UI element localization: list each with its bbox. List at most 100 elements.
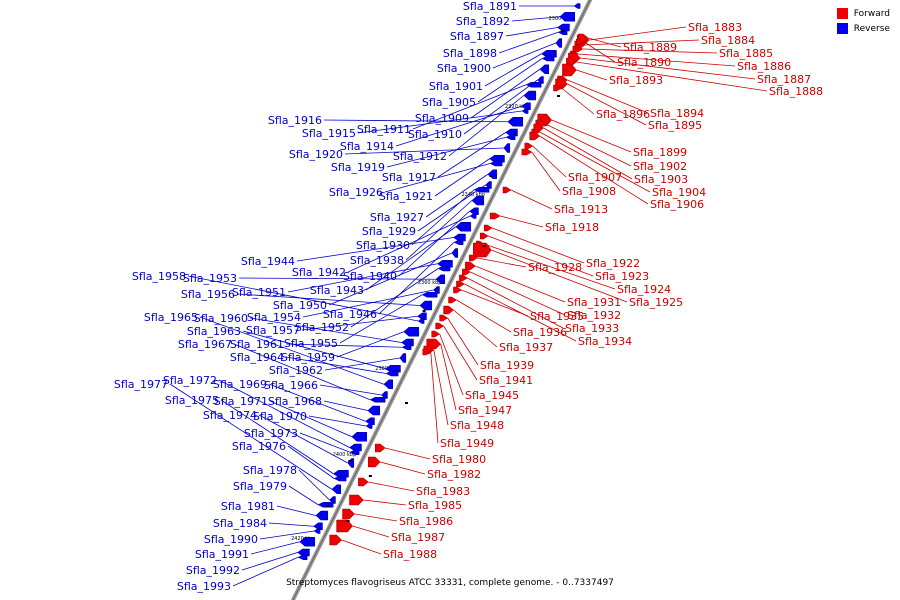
kbp-tick-label: 2300 kbp <box>549 16 573 22</box>
reverse-leader-line <box>384 163 491 193</box>
reverse-leader-line <box>299 432 351 453</box>
forward-gene-label: Sfla_1886 <box>737 60 791 73</box>
forward-leader-line <box>470 271 566 316</box>
reverse-gene-arrow <box>331 484 342 494</box>
forward-leader-line <box>580 57 756 80</box>
reverse-gene-label: Sfla_1920 <box>289 148 343 161</box>
minor-feature-mark <box>561 30 565 32</box>
reverse-gene-arrow <box>299 537 316 547</box>
reverse-leader-line <box>323 400 368 411</box>
reverse-gene-label: Sfla_1965 <box>144 311 198 324</box>
forward-gene-arrow <box>473 242 492 258</box>
reverse-leader-line <box>425 173 489 218</box>
reverse-gene-label: Sfla_1957 <box>246 324 300 337</box>
forward-gene-label: Sfla_1884 <box>701 34 755 47</box>
forward-leader-line <box>456 299 512 333</box>
reverse-gene-label: Sfla_1968 <box>268 395 322 408</box>
forward-gene-label: Sfla_1918 <box>545 221 599 234</box>
reverse-gene-label: Sfla_1944 <box>241 255 295 268</box>
reverse-leader-line <box>233 343 371 401</box>
reverse-gene-label: Sfla_1898 <box>443 47 497 60</box>
minor-feature-mark <box>422 310 426 312</box>
reverse-gene-label: Sfla_1930 <box>356 239 410 252</box>
reverse-leader-line <box>386 136 507 168</box>
reverse-gene-label: Sfla_1927 <box>370 211 424 224</box>
reverse-gene-label: Sfla_1953 <box>183 272 237 285</box>
reverse-gene-label: Sfla_1938 <box>350 254 404 267</box>
reverse-swatch <box>836 23 848 34</box>
reverse-leader-line <box>258 414 348 464</box>
reverse-gene-label: Sfla_1959 <box>281 351 335 364</box>
reverse-gene-arrow <box>559 12 576 22</box>
reverse-gene-label: Sfla_1962 <box>269 364 323 377</box>
reverse-leader-line <box>276 505 316 516</box>
forward-leader-line <box>464 283 577 342</box>
reverse-gene-label: Sfla_1954 <box>247 311 301 324</box>
reverse-gene-label: Sfla_1929 <box>362 225 416 238</box>
reverse-gene-arrow <box>347 458 355 468</box>
reverse-gene-arrow <box>455 222 472 232</box>
reverse-leader-line <box>288 485 319 506</box>
forward-gene-label: Sfla_1903 <box>634 173 688 186</box>
reverse-gene-label: Sfla_1914 <box>340 140 394 153</box>
reverse-gene-arrow <box>555 38 563 48</box>
forward-gene-label: Sfla_1887 <box>757 73 811 86</box>
reverse-leader-line <box>324 357 400 371</box>
reverse-gene-arrow <box>313 528 321 534</box>
forward-gene-label: Sfla_1883 <box>688 21 742 34</box>
reverse-gene-arrow <box>365 417 375 425</box>
forward-gene-label: Sfla_1987 <box>391 531 445 544</box>
forward-gene-label: Sfla_1932 <box>567 309 621 322</box>
reverse-gene-arrow <box>489 160 503 167</box>
reverse-gene-label: Sfla_1977 <box>114 378 168 391</box>
reverse-leader-line <box>463 79 538 135</box>
kbp-tick-label: 2400 kbp <box>333 452 357 458</box>
reverse-leader-line <box>187 275 419 322</box>
reverse-leader-line <box>301 315 418 331</box>
reverse-leader-line <box>477 58 543 103</box>
reverse-leader-line <box>250 541 300 555</box>
minor-feature-mark <box>489 175 493 177</box>
reverse-gene-arrow <box>333 470 349 478</box>
forward-gene-label: Sfla_1907 <box>568 171 622 184</box>
reverse-leader-line <box>269 400 352 438</box>
forward-leader-line <box>584 41 616 63</box>
forward-leader-line <box>440 343 457 411</box>
forward-gene-arrow <box>553 84 562 92</box>
reverse-leader-line <box>308 415 367 427</box>
forward-leader-line <box>588 37 622 48</box>
reverse-gene-arrow <box>539 64 550 74</box>
reverse-gene-label: Sfla_1900 <box>437 62 491 75</box>
forward-gene-label: Sfla_1939 <box>480 359 534 372</box>
reverse-gene-arrow <box>453 239 464 245</box>
reverse-gene-arrow <box>383 379 394 389</box>
reverse-leader-line <box>199 316 384 385</box>
forward-gene-arrow <box>465 261 476 271</box>
reverse-gene-label: Sfla_1990 <box>204 533 258 546</box>
forward-gene-label: Sfla_1933 <box>565 322 619 335</box>
forward-gene-arrow <box>422 348 432 356</box>
forward-leader-line <box>531 151 561 192</box>
minor-feature-mark <box>326 505 329 507</box>
forward-gene-label: Sfla_1980 <box>432 453 486 466</box>
reverse-gene-label: Sfla_1905 <box>422 96 476 109</box>
forward-leader-line <box>567 79 649 114</box>
reverse-gene-arrow <box>521 102 531 110</box>
forward-gene-arrow <box>562 63 577 77</box>
forward-leader-line <box>561 87 595 115</box>
reverse-leader-line <box>298 469 330 501</box>
forward-gene-label: Sfla_1949 <box>440 437 494 450</box>
forward-gene-label: Sfla_1935 <box>530 310 584 323</box>
reverse-leader-line <box>232 556 299 587</box>
reverse-leader-line <box>492 42 556 69</box>
reverse-gene-label: Sfla_1892 <box>456 15 510 28</box>
reverse-gene-label: Sfla_1966 <box>264 379 318 392</box>
forward-gene-label: Sfla_1890 <box>617 56 671 69</box>
forward-leader-line <box>543 127 633 180</box>
forward-leader-line <box>385 447 431 460</box>
reverse-leader-line <box>412 84 527 130</box>
forward-gene-arrow <box>443 305 454 315</box>
forward-gene-label: Sfla_1948 <box>450 419 504 432</box>
forward-gene-label: Sfla_1904 <box>652 186 706 199</box>
reverse-gene-label: Sfla_1943 <box>310 284 364 297</box>
